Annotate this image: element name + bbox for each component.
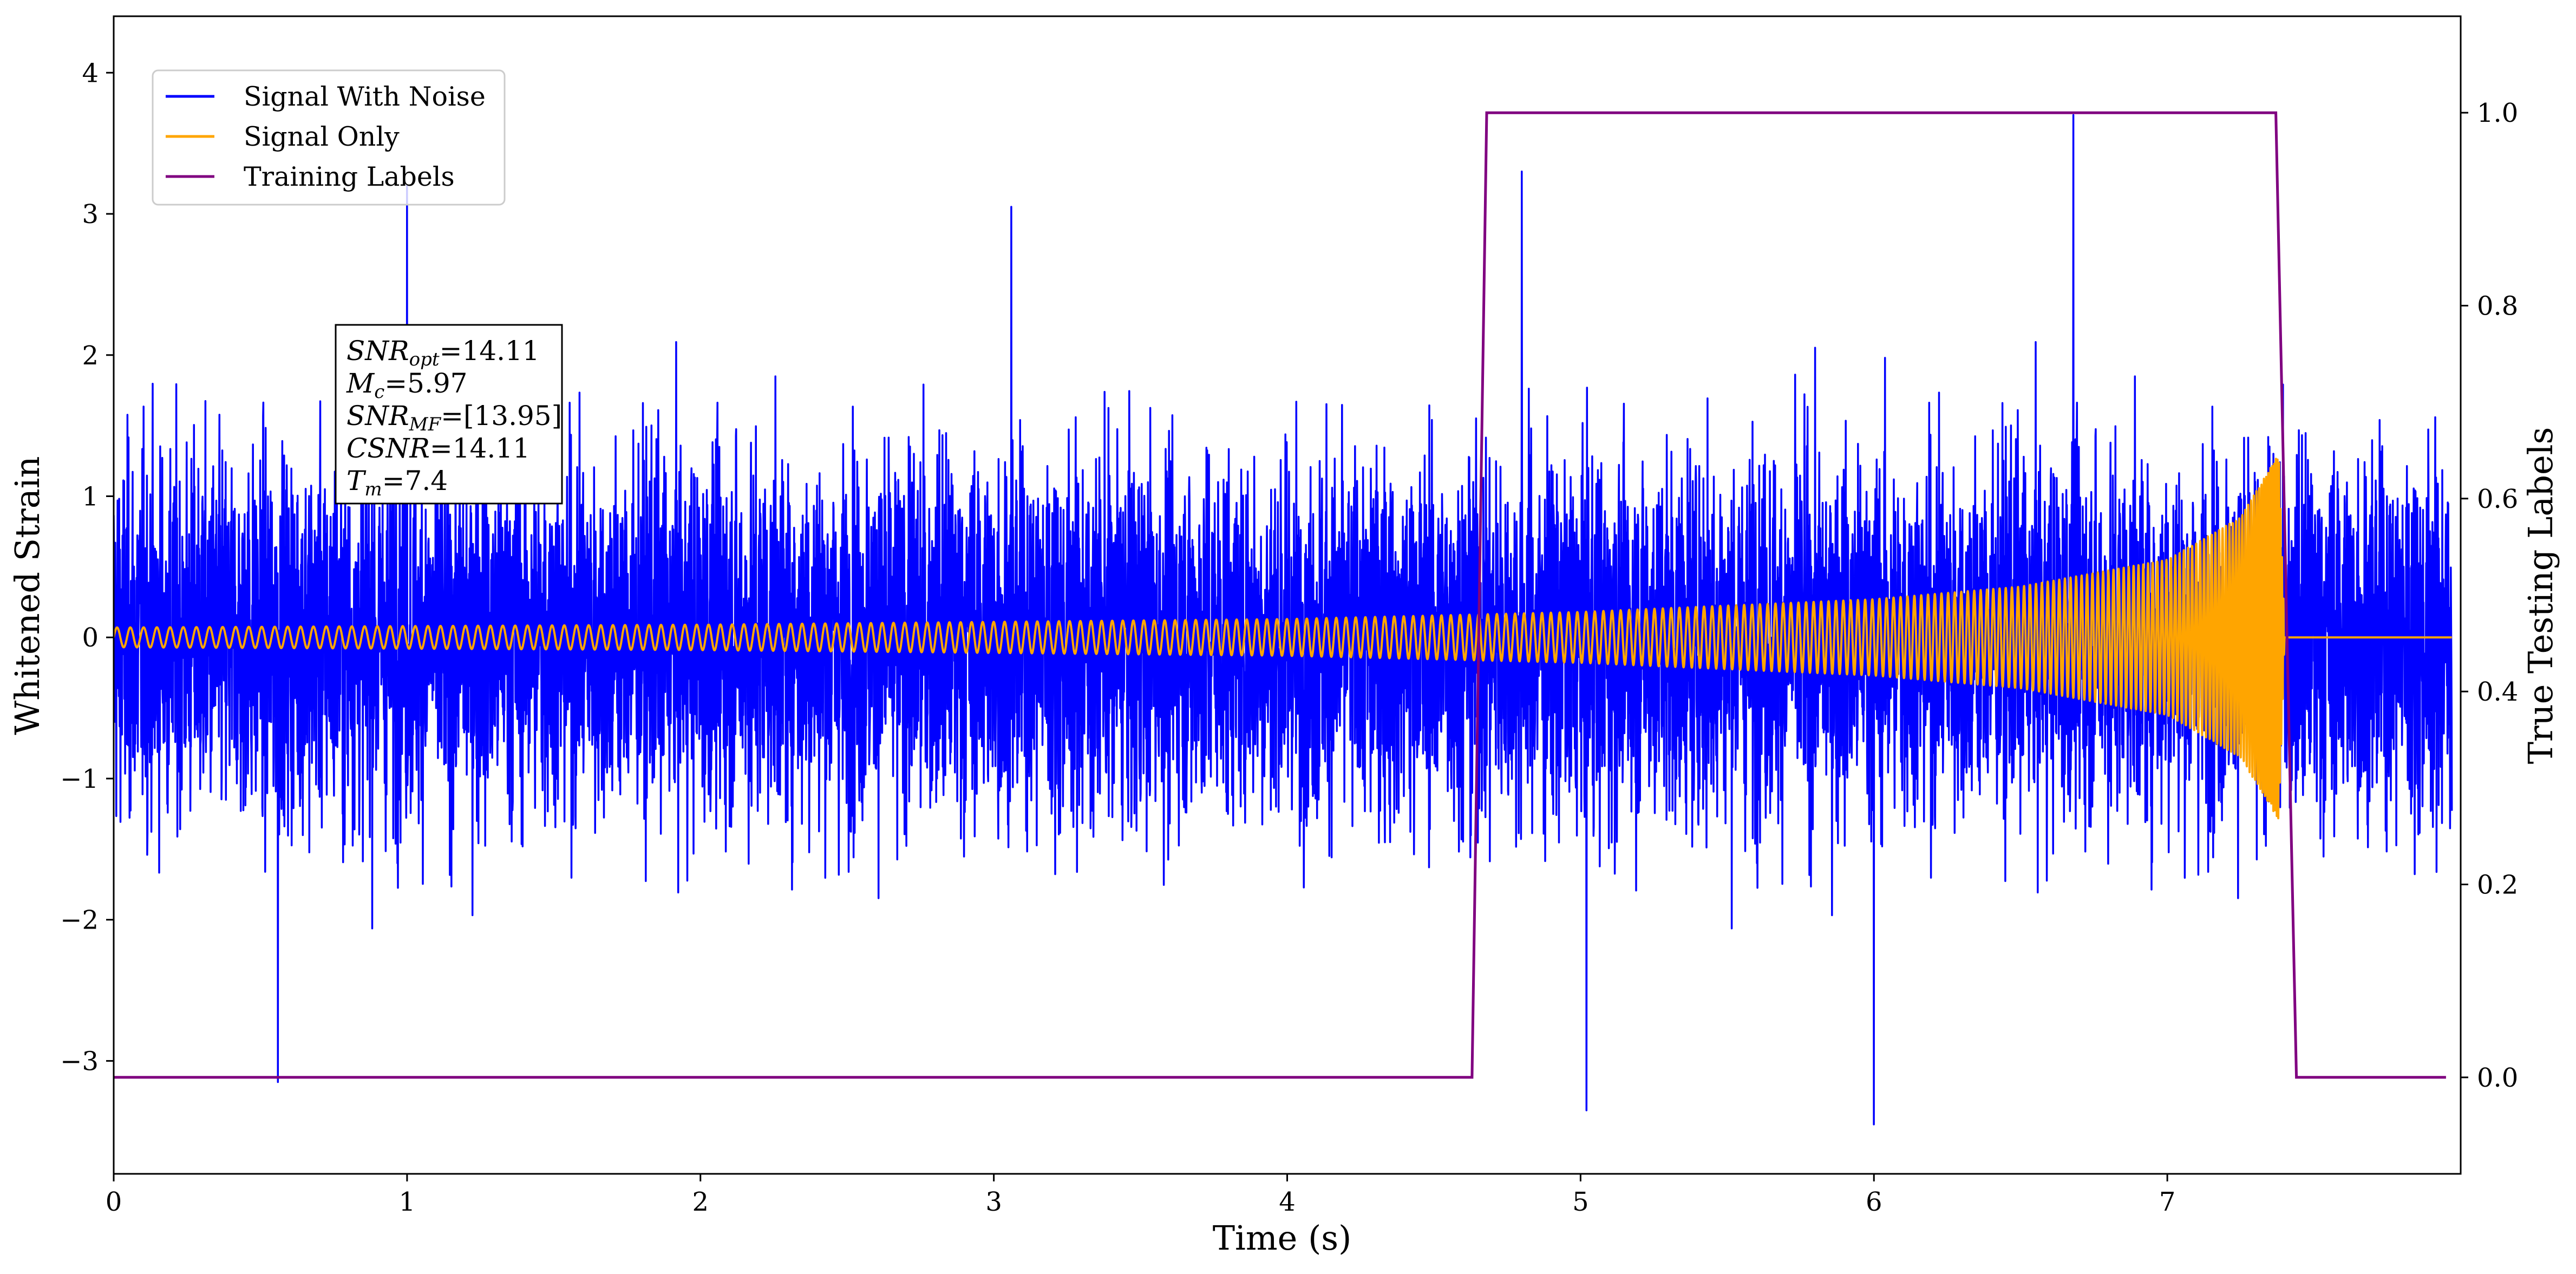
- legend-label-labels: Training Labels: [244, 161, 455, 192]
- y-tick-label: 3: [82, 199, 99, 230]
- series-signal-with-noise: [114, 114, 2453, 1126]
- stats-box: [335, 324, 563, 505]
- x-tick-label: 7: [2159, 1187, 2176, 1217]
- y-tick-label: 0: [82, 623, 99, 653]
- y2-tick-label: 0.0: [2477, 1063, 2518, 1093]
- stats-line-snr-mf: SNRMF=[13.95]: [346, 400, 562, 435]
- series-training-labels: [114, 111, 2446, 1079]
- y-tick-label: 2: [82, 341, 99, 371]
- y-tick-label: −2: [60, 905, 99, 936]
- x-tick-label: 3: [985, 1187, 1002, 1217]
- legend-label-noise: Signal With Noise: [244, 81, 486, 112]
- x-tick-label: 0: [106, 1187, 122, 1217]
- x-tick-label: 2: [692, 1187, 709, 1217]
- y2-tick-label: 0.2: [2477, 870, 2518, 900]
- y2-tick-label: 1.0: [2477, 98, 2518, 128]
- legend: Signal With Noise Signal Only Training L…: [152, 69, 506, 206]
- y2-axis-label: True Testing Labels: [2521, 427, 2560, 765]
- y-tick-label: −1: [60, 764, 99, 794]
- series-signal-only: [114, 458, 2452, 820]
- y2-tick-label: 0.6: [2477, 484, 2518, 514]
- plot-area: [114, 111, 2453, 1126]
- x-tick-label: 1: [399, 1187, 416, 1217]
- stats-line-snr-opt: SNRopt=14.11: [346, 335, 540, 370]
- y-tick-label: 4: [82, 58, 99, 88]
- y-tick-label: 1: [82, 481, 99, 512]
- y-axis-label: Whitened Strain: [8, 456, 47, 735]
- y2-tick-label: 0.8: [2477, 291, 2518, 322]
- legend-box: [152, 69, 506, 206]
- stats-line-mc: Mc=5.97: [346, 368, 467, 403]
- stats-annotation: SNRopt=14.11 Mc=5.97 SNRMF=[13.95] CSNR=…: [335, 324, 563, 505]
- x-axis-label: Time (s): [1213, 1218, 1352, 1258]
- legend-label-signal: Signal Only: [244, 121, 400, 152]
- x-tick-label: 5: [1572, 1187, 1589, 1217]
- y-tick-label: −3: [60, 1046, 99, 1076]
- stats-line-csnr: CSNR=14.11: [346, 433, 530, 464]
- x-tick-label: 4: [1279, 1187, 1296, 1217]
- y2-tick-label: 0.4: [2477, 677, 2518, 707]
- stats-line-tm: Tm=7.4: [346, 465, 448, 500]
- x-tick-label: 6: [1866, 1187, 1882, 1217]
- ticks: 0 1 2 3 4 5 6 7 −3 −2 −1 0 1 2 3 4 0.0 0.2 0.4 0.6 0.8 1.0: [60, 58, 2518, 1217]
